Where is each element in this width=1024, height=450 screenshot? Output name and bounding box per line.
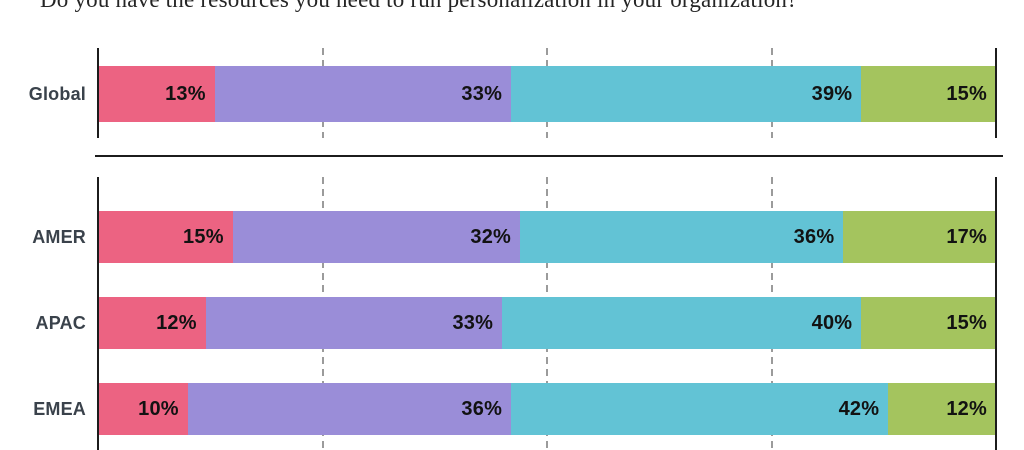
segment-value-label: 42% (838, 397, 880, 420)
bar-segment-3: 42% (511, 383, 889, 435)
bar-segment-2: 33% (205, 297, 503, 349)
row-label-global: Global (28, 83, 86, 104)
segment-value-label: 10% (138, 397, 179, 420)
segment-value-label: 36% (793, 225, 835, 248)
segment-value-label: 12% (156, 311, 197, 334)
stacked-bar-emea: 10% 36% 42% 12% (98, 383, 996, 435)
chart-row-apac: APAC 12% 33% 40% 15% (0, 297, 1024, 349)
segment-value-label: 39% (811, 82, 853, 105)
segment-value-label: 33% (452, 311, 494, 334)
stacked-bar-apac: 12% 33% 40% 15% (98, 297, 996, 349)
row-label-emea: EMEA (33, 398, 86, 419)
chart-row-emea: EMEA 10% 36% 42% 12% (0, 383, 1024, 435)
bar-segment-2: 36% (187, 383, 512, 435)
section-divider-line (95, 155, 1003, 157)
bar-segment-3: 40% (502, 297, 862, 349)
bar-segment-1: 13% (98, 66, 215, 122)
segment-value-label: 36% (461, 397, 503, 420)
bar-segment-4: 12% (888, 383, 996, 435)
segment-value-label: 33% (461, 82, 503, 105)
left-axis-line (97, 48, 99, 138)
segment-value-label: 12% (946, 397, 987, 420)
bar-segment-3: 39% (511, 66, 862, 122)
regions-chart: AMER 15% 32% 36% 17% APAC 12% 33% 40% 15% EMEA 10% 3… (0, 177, 1024, 450)
stacked-bar-global: 13% 33% 39% 15% (98, 66, 996, 122)
bar-segment-1: 10% (98, 383, 188, 435)
segment-value-label: 40% (811, 311, 853, 334)
bar-segment-1: 12% (98, 297, 206, 349)
left-axis-line (97, 177, 99, 450)
right-axis-line (995, 48, 997, 138)
bar-segment-4: 17% (843, 211, 996, 263)
segment-value-label: 32% (470, 225, 512, 248)
segment-value-label: 15% (946, 82, 987, 105)
right-axis-line (995, 177, 997, 450)
chart-title: Do you have the resources you need to ru… (40, 0, 1020, 13)
bar-segment-3: 36% (520, 211, 844, 263)
segment-value-label: 15% (183, 225, 224, 248)
bar-segment-2: 32% (232, 211, 521, 263)
segment-value-label: 13% (165, 82, 206, 105)
row-label-apac: APAC (35, 312, 86, 333)
bar-segment-4: 15% (861, 66, 996, 122)
bar-segment-4: 15% (861, 297, 996, 349)
row-label-amer: AMER (32, 226, 86, 247)
stacked-bar-amer: 15% 32% 36% 17% (98, 211, 996, 263)
segment-value-label: 17% (946, 225, 987, 248)
global-chart: Global 13% 33% 39% 15% (0, 48, 1024, 138)
chart-row-global: Global 13% 33% 39% 15% (0, 66, 1024, 122)
bar-segment-1: 15% (98, 211, 233, 263)
chart-row-amer: AMER 15% 32% 36% 17% (0, 211, 1024, 263)
bar-segment-2: 33% (214, 66, 512, 122)
segment-value-label: 15% (946, 311, 987, 334)
